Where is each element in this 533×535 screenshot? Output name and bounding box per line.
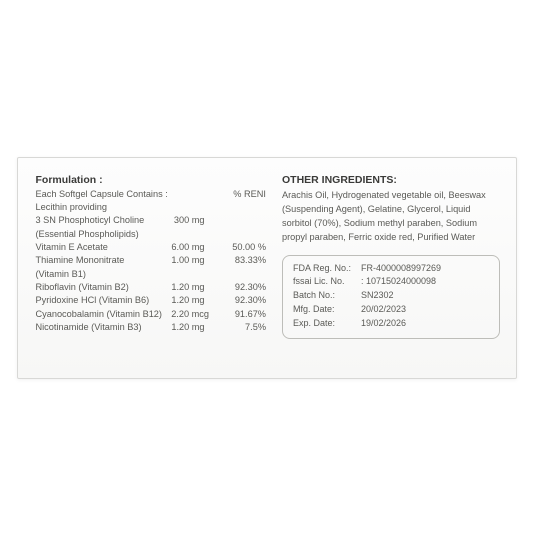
- formulation-row: Vitamin E Acetate6.00 mg50.00 %: [36, 241, 266, 254]
- ingredient-amount: 1.20 mg: [153, 321, 214, 334]
- ingredient-reni: 83.33%: [215, 254, 266, 267]
- reg-key: Mfg. Date:: [293, 303, 361, 317]
- reg-value: 19/02/2026: [361, 317, 489, 331]
- ingredient-reni: 7.5%: [215, 321, 266, 334]
- ingredient-amount: 300 mg: [153, 214, 214, 227]
- ingredient-name: Thiamine Mononitrate: [36, 254, 154, 267]
- ingredient-name: Vitamin E Acetate: [36, 241, 154, 254]
- ingredient-subline: (Vitamin B1): [36, 268, 266, 281]
- product-label: Formulation : Each Softgel Capsule Conta…: [17, 157, 517, 379]
- formulation-row: Riboflavin (Vitamin B2)1.20 mg92.30%: [36, 281, 266, 294]
- reni-label: % RENI: [233, 188, 266, 201]
- ingredient-reni: 91.67%: [219, 308, 266, 321]
- formulation-row: Cyanocobalamin (Vitamin B12)2.20 mcg91.6…: [36, 308, 266, 321]
- reg-row: Batch No.:SN2302: [293, 289, 489, 303]
- formulation-row: Pyridoxine HCl (Vitamin B6)1.20 mg92.30%: [36, 294, 266, 307]
- ingredient-amount: 2.20 mcg: [162, 308, 219, 321]
- ingredient-amount: 1.00 mg: [153, 254, 214, 267]
- ingredient-name: Nicotinamide (Vitamin B3): [36, 321, 154, 334]
- formulation-rows: 3 SN Phosphoticyl Choline300 mg(Essentia…: [36, 214, 266, 334]
- reg-row: FDA Reg. No.:FR-4000008997269: [293, 262, 489, 276]
- reg-row: fssai Lic. No.: 10715024000098: [293, 275, 489, 289]
- registration-box: FDA Reg. No.:FR-4000008997269fssai Lic. …: [282, 255, 500, 340]
- reg-value: 20/02/2023: [361, 303, 489, 317]
- formulation-column: Formulation : Each Softgel Capsule Conta…: [36, 174, 276, 364]
- other-heading: OTHER INGREDIENTS:: [282, 174, 502, 186]
- other-column: OTHER INGREDIENTS: Arachis Oil, Hydrogen…: [276, 174, 502, 364]
- reg-key: fssai Lic. No.: [293, 275, 361, 289]
- ingredient-subline: (Essential Phospholipids): [36, 228, 266, 241]
- ingredient-name: 3 SN Phosphoticyl Choline: [36, 214, 154, 227]
- ingredient-name: Pyridoxine HCl (Vitamin B6): [36, 294, 154, 307]
- reg-value: FR-4000008997269: [361, 262, 489, 276]
- formulation-heading: Formulation :: [36, 174, 266, 186]
- ingredient-amount: 6.00 mg: [153, 241, 214, 254]
- other-ingredients-text: Arachis Oil, Hydrogenated vegetable oil,…: [282, 188, 502, 245]
- formulation-row: Thiamine Mononitrate1.00 mg83.33%: [36, 254, 266, 267]
- ingredient-reni: 50.00 %: [215, 241, 266, 254]
- ingredient-reni: [215, 214, 266, 227]
- ingredient-amount: 1.20 mg: [153, 281, 214, 294]
- formulation-row: Nicotinamide (Vitamin B3)1.20 mg7.5%: [36, 321, 266, 334]
- ingredient-reni: 92.30%: [215, 294, 266, 307]
- reg-value: : 10715024000098: [361, 275, 489, 289]
- contains-line: Each Softgel Capsule Contains :: [36, 188, 168, 201]
- reg-row: Exp. Date:19/02/2026: [293, 317, 489, 331]
- reni-header-row: Each Softgel Capsule Contains : % RENI: [36, 188, 266, 201]
- reg-value: SN2302: [361, 289, 489, 303]
- ingredient-name: Riboflavin (Vitamin B2): [36, 281, 154, 294]
- ingredient-name: Cyanocobalamin (Vitamin B12): [36, 308, 162, 321]
- ingredient-amount: 1.20 mg: [153, 294, 214, 307]
- reg-key: Batch No.:: [293, 289, 361, 303]
- lecithin-line: Lecithin providing: [36, 201, 266, 214]
- reg-key: Exp. Date:: [293, 317, 361, 331]
- ingredient-reni: 92.30%: [215, 281, 266, 294]
- reg-key: FDA Reg. No.:: [293, 262, 361, 276]
- reg-row: Mfg. Date:20/02/2023: [293, 303, 489, 317]
- formulation-row: 3 SN Phosphoticyl Choline300 mg: [36, 214, 266, 227]
